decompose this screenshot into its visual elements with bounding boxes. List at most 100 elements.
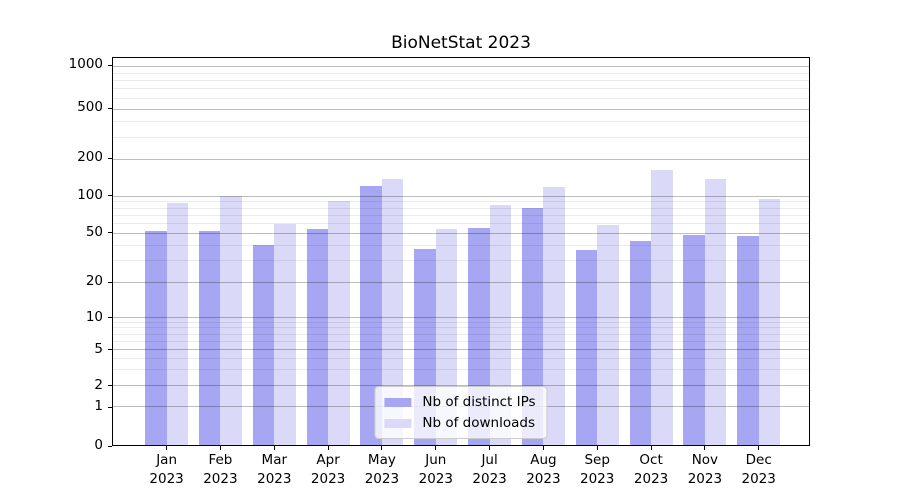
bar-distinct-ips — [360, 186, 382, 445]
x-axis-tick-year: 2023 — [580, 471, 615, 487]
x-axis-tick-year: 2023 — [472, 471, 507, 487]
x-axis-tick-year: 2023 — [418, 471, 453, 487]
x-axis-tick-year: 2023 — [203, 471, 238, 487]
bar-downloads — [274, 224, 296, 445]
x-axis-tick-mark — [596, 446, 598, 450]
y-axis-tick-mark — [108, 107, 112, 109]
major-gridline — [113, 317, 809, 319]
major-gridline — [113, 349, 809, 350]
chart-title: BioNetStat 2023 — [391, 33, 531, 53]
bar-distinct-ips — [575, 250, 598, 445]
minor-gridline — [113, 97, 809, 99]
x-axis-tick-year: 2023 — [149, 471, 184, 487]
bar-distinct-ips — [629, 241, 652, 445]
minor-gridline — [113, 72, 809, 74]
legend-label: Nb of downloads — [422, 415, 535, 431]
x-axis-tick-year: 2023 — [633, 471, 669, 487]
x-axis-tick-label: Nov 2023 — [673, 451, 737, 489]
x-axis-tick-year: 2023 — [310, 471, 346, 487]
y-axis-tick-mark — [108, 232, 112, 233]
minor-gridline — [113, 136, 809, 138]
y-axis-tick-label: 10 — [85, 308, 103, 325]
minor-gridline — [113, 244, 809, 246]
x-axis-tick-year: 2023 — [364, 471, 400, 487]
x-axis-tick-mark — [381, 446, 383, 450]
x-axis-tick-year: 2023 — [257, 471, 292, 487]
bar-downloads — [220, 196, 242, 445]
minor-gridline — [113, 222, 809, 224]
minor-gridline — [113, 357, 809, 359]
minor-gridline — [113, 340, 809, 342]
minor-gridline — [113, 322, 809, 323]
minor-gridline — [113, 333, 809, 335]
y-axis-tick-label: 0 — [94, 437, 103, 453]
major-gridline — [113, 232, 809, 234]
y-axis-tick-label: 500 — [77, 99, 103, 115]
y-axis-tick-mark — [108, 317, 112, 318]
minor-gridline — [113, 88, 809, 89]
bar-distinct-ips — [306, 229, 329, 445]
bar-downloads — [381, 179, 404, 445]
y-axis-tick-mark — [108, 281, 112, 283]
bar-downloads — [597, 225, 619, 445]
minor-gridline — [113, 327, 809, 329]
minor-gridline — [113, 207, 809, 209]
legend-swatch-downloads-icon — [384, 418, 412, 428]
x-axis-tick-label: Apr 2023 — [296, 451, 360, 489]
bar-downloads — [166, 203, 189, 445]
bar-downloads — [489, 205, 512, 445]
y-axis-tick-mark — [108, 445, 112, 447]
legend-row: Nb of distinct IPs — [384, 394, 536, 410]
x-axis-tick-label: Feb 2023 — [188, 451, 252, 489]
y-axis-tick-mark — [108, 64, 112, 66]
minor-gridline — [113, 79, 809, 81]
y-axis-tick-label: 5 — [94, 340, 103, 357]
bar-distinct-ips — [252, 245, 275, 445]
bar-distinct-ips — [683, 235, 705, 445]
y-axis-tick-label: 50 — [85, 223, 103, 240]
x-axis-tick-label: Mar 2023 — [242, 451, 306, 489]
bar-distinct-ips — [198, 231, 221, 445]
y-axis-tick-label: 20 — [85, 273, 103, 289]
bar-downloads — [651, 170, 673, 445]
x-axis-tick-mark — [219, 446, 221, 450]
bars-layer — [113, 58, 809, 445]
x-axis-tick-label: Dec 2023 — [727, 451, 791, 489]
y-axis-tick-mark — [108, 157, 112, 159]
plot-area: Nb of distinct IPs Nb of downloads — [112, 57, 810, 446]
x-axis-tick-mark — [542, 446, 544, 450]
bar-distinct-ips — [737, 236, 759, 445]
major-gridline — [113, 195, 809, 197]
bar-downloads — [543, 187, 565, 445]
x-axis-tick-label: Jun 2023 — [404, 451, 468, 489]
major-gridline — [113, 108, 809, 110]
x-axis-tick-mark — [435, 446, 437, 450]
major-gridline — [113, 384, 809, 386]
bar-downloads — [704, 179, 727, 445]
bar-distinct-ips — [521, 208, 544, 445]
legend: Nb of distinct IPs Nb of downloads — [374, 386, 548, 439]
y-axis-tick-label: 1 — [94, 398, 103, 414]
x-axis-tick-label: Aug 2023 — [511, 451, 575, 489]
x-axis-tick-mark — [273, 446, 275, 450]
major-gridline — [113, 66, 809, 67]
minor-gridline — [113, 120, 809, 122]
x-axis-tick-label: May 2023 — [350, 451, 414, 489]
x-axis-tick-year: 2023 — [526, 471, 561, 487]
y-axis-tick-label: 1000 — [68, 56, 103, 72]
y-axis-tick-label: 100 — [77, 186, 103, 203]
x-axis-tick-label: Sep 2023 — [565, 451, 629, 489]
minor-gridline — [113, 201, 809, 203]
minor-gridline — [113, 214, 809, 216]
bar-downloads — [758, 199, 781, 445]
legend-row: Nb of downloads — [384, 415, 535, 431]
x-axis-tick-year: 2023 — [741, 471, 776, 487]
minor-gridline — [113, 260, 809, 262]
major-gridline — [113, 281, 809, 283]
y-axis-tick-label: 2 — [94, 376, 103, 393]
minor-gridline — [113, 369, 809, 370]
x-axis-tick-label: Jan 2023 — [135, 451, 199, 489]
bar-distinct-ips — [145, 231, 167, 445]
x-axis-tick-mark — [327, 446, 329, 450]
x-axis-tick-mark — [704, 446, 706, 450]
